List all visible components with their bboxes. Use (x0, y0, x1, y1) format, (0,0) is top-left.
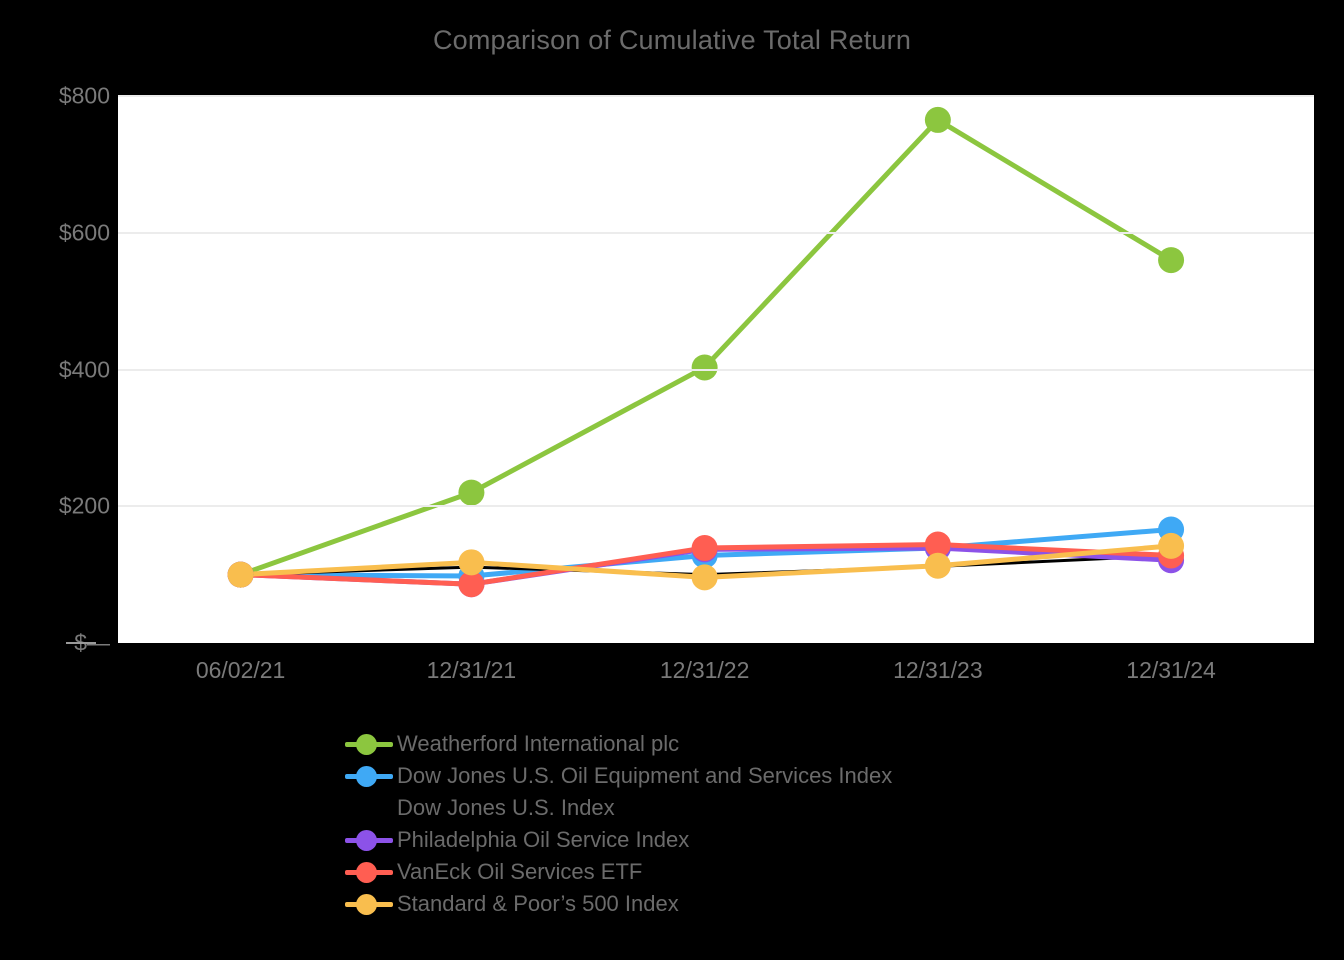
legend-dot (356, 894, 377, 915)
legend-dot (356, 766, 377, 787)
x-axis-tick-label: 06/02/21 (195, 657, 286, 683)
legend-item-label: Philadelphia Oil Service Index (397, 827, 690, 852)
x-axis-tick-label: 12/31/22 (659, 657, 750, 683)
data-point-marker[interactable] (691, 564, 718, 591)
data-point-marker[interactable] (691, 354, 718, 381)
gridline (118, 505, 1314, 508)
x-axis-tick-label: 12/31/24 (1126, 657, 1216, 683)
legend-item[interactable]: Dow Jones U.S. Oil Equipment and Service… (345, 760, 892, 792)
data-point-marker[interactable] (924, 106, 951, 133)
legend-item[interactable]: Dow Jones U.S. Index (345, 792, 892, 824)
legend-marker-icon (345, 888, 393, 920)
y-axis: $800 $600 $400 $200 $— (0, 0, 110, 740)
legend-item[interactable]: Standard & Poor’s 500 Index (345, 888, 892, 920)
plot-area (118, 95, 1314, 643)
legend: Weatherford International plc Dow Jones U… (345, 728, 892, 920)
legend-marker-icon (345, 760, 393, 792)
legend-dot (356, 862, 377, 883)
legend-item-label: Weatherford International plc (397, 731, 680, 756)
chart-lines (227, 106, 1185, 598)
legend-item-label: Standard & Poor’s 500 Index (397, 891, 679, 916)
x-axis-tick-label: 12/31/23 (893, 657, 983, 683)
data-point-marker[interactable] (924, 531, 951, 558)
data-point-marker[interactable] (227, 561, 254, 588)
y-axis-zero-tick (66, 642, 96, 644)
legend-marker-icon (345, 856, 393, 888)
legend-item-label: Dow Jones U.S. Oil Equipment and Service… (397, 763, 893, 788)
legend-marker-icon (345, 728, 393, 760)
y-axis-tick-label: $200 (58, 492, 110, 519)
legend-item-label: Dow Jones U.S. Index (397, 795, 615, 820)
data-point-marker[interactable] (691, 534, 718, 561)
y-axis-tick-label: $400 (58, 356, 110, 382)
gridline (118, 95, 1314, 97)
legend-dot (356, 830, 377, 851)
data-point-marker[interactable] (458, 549, 485, 576)
x-axis-tick-label: 12/31/21 (426, 657, 517, 683)
data-point-marker[interactable] (458, 571, 485, 598)
data-point-marker[interactable] (458, 479, 485, 506)
data-point-marker[interactable] (1158, 532, 1185, 559)
legend-marker-icon (345, 824, 393, 856)
y-axis-tick-label: $600 (58, 219, 110, 246)
legend-dot (356, 734, 377, 755)
gridline (118, 368, 1314, 371)
legend-item[interactable]: VanEck Oil Services ETF (345, 856, 892, 888)
legend-marker-icon (345, 792, 393, 824)
legend-item[interactable]: Weatherford International plc (345, 728, 892, 760)
legend-item[interactable]: Philadelphia Oil Service Index (345, 824, 892, 856)
y-axis-tick-label: $800 (58, 82, 110, 109)
data-point-marker[interactable] (924, 552, 951, 579)
page-title: Comparison of Cumulative Total Return (432, 25, 912, 55)
legend-item-label: VanEck Oil Services ETF (397, 859, 643, 884)
gridline (118, 231, 1314, 234)
data-point-marker[interactable] (1158, 247, 1185, 274)
